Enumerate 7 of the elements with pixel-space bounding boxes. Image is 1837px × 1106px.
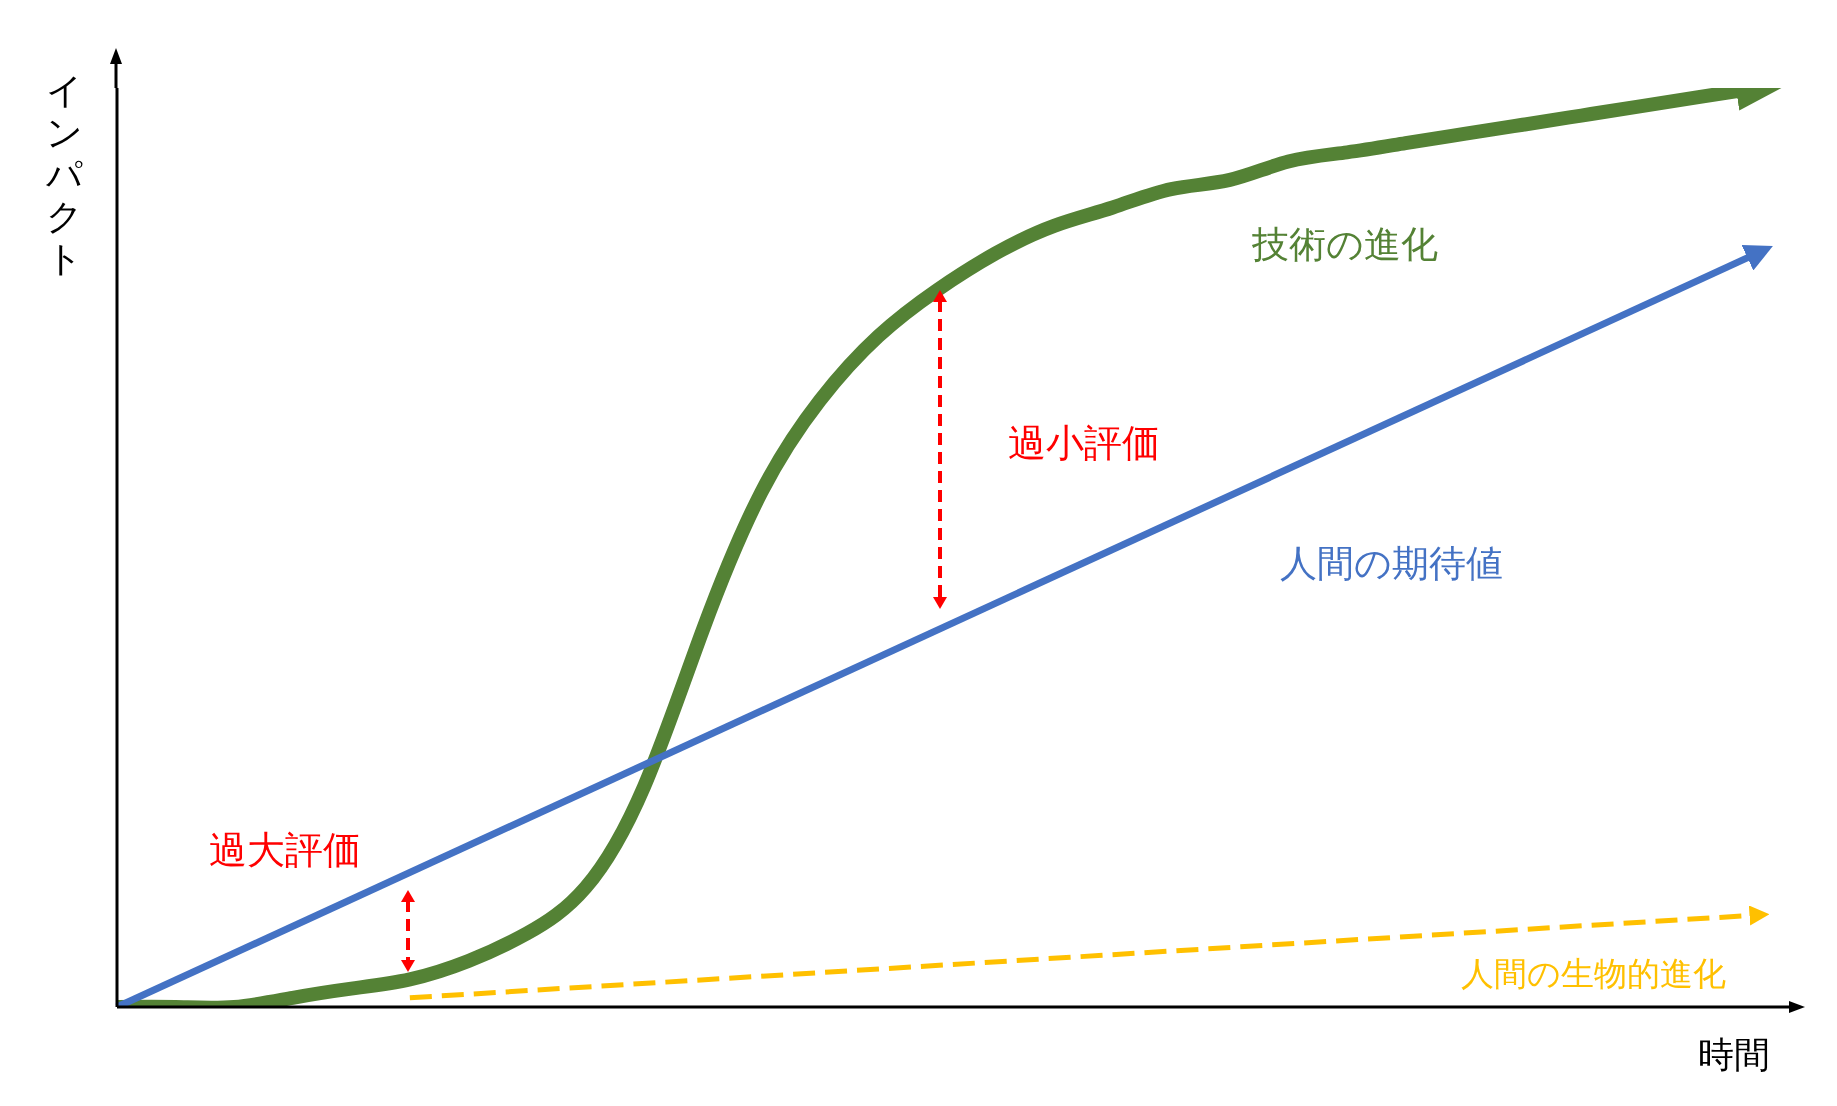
series-label: 人間の生物的進化 (1460, 953, 1726, 993)
annotation: 過小評価 (1008, 420, 1160, 465)
annotation: 過大評価 (209, 827, 361, 872)
x-axis-title: 時間 (1698, 1034, 1770, 1075)
y-axis-title: インパクト (46, 70, 83, 280)
series-label: 人間の期待値 (1279, 541, 1503, 585)
series-label: 技術の進化 (1251, 222, 1438, 266)
